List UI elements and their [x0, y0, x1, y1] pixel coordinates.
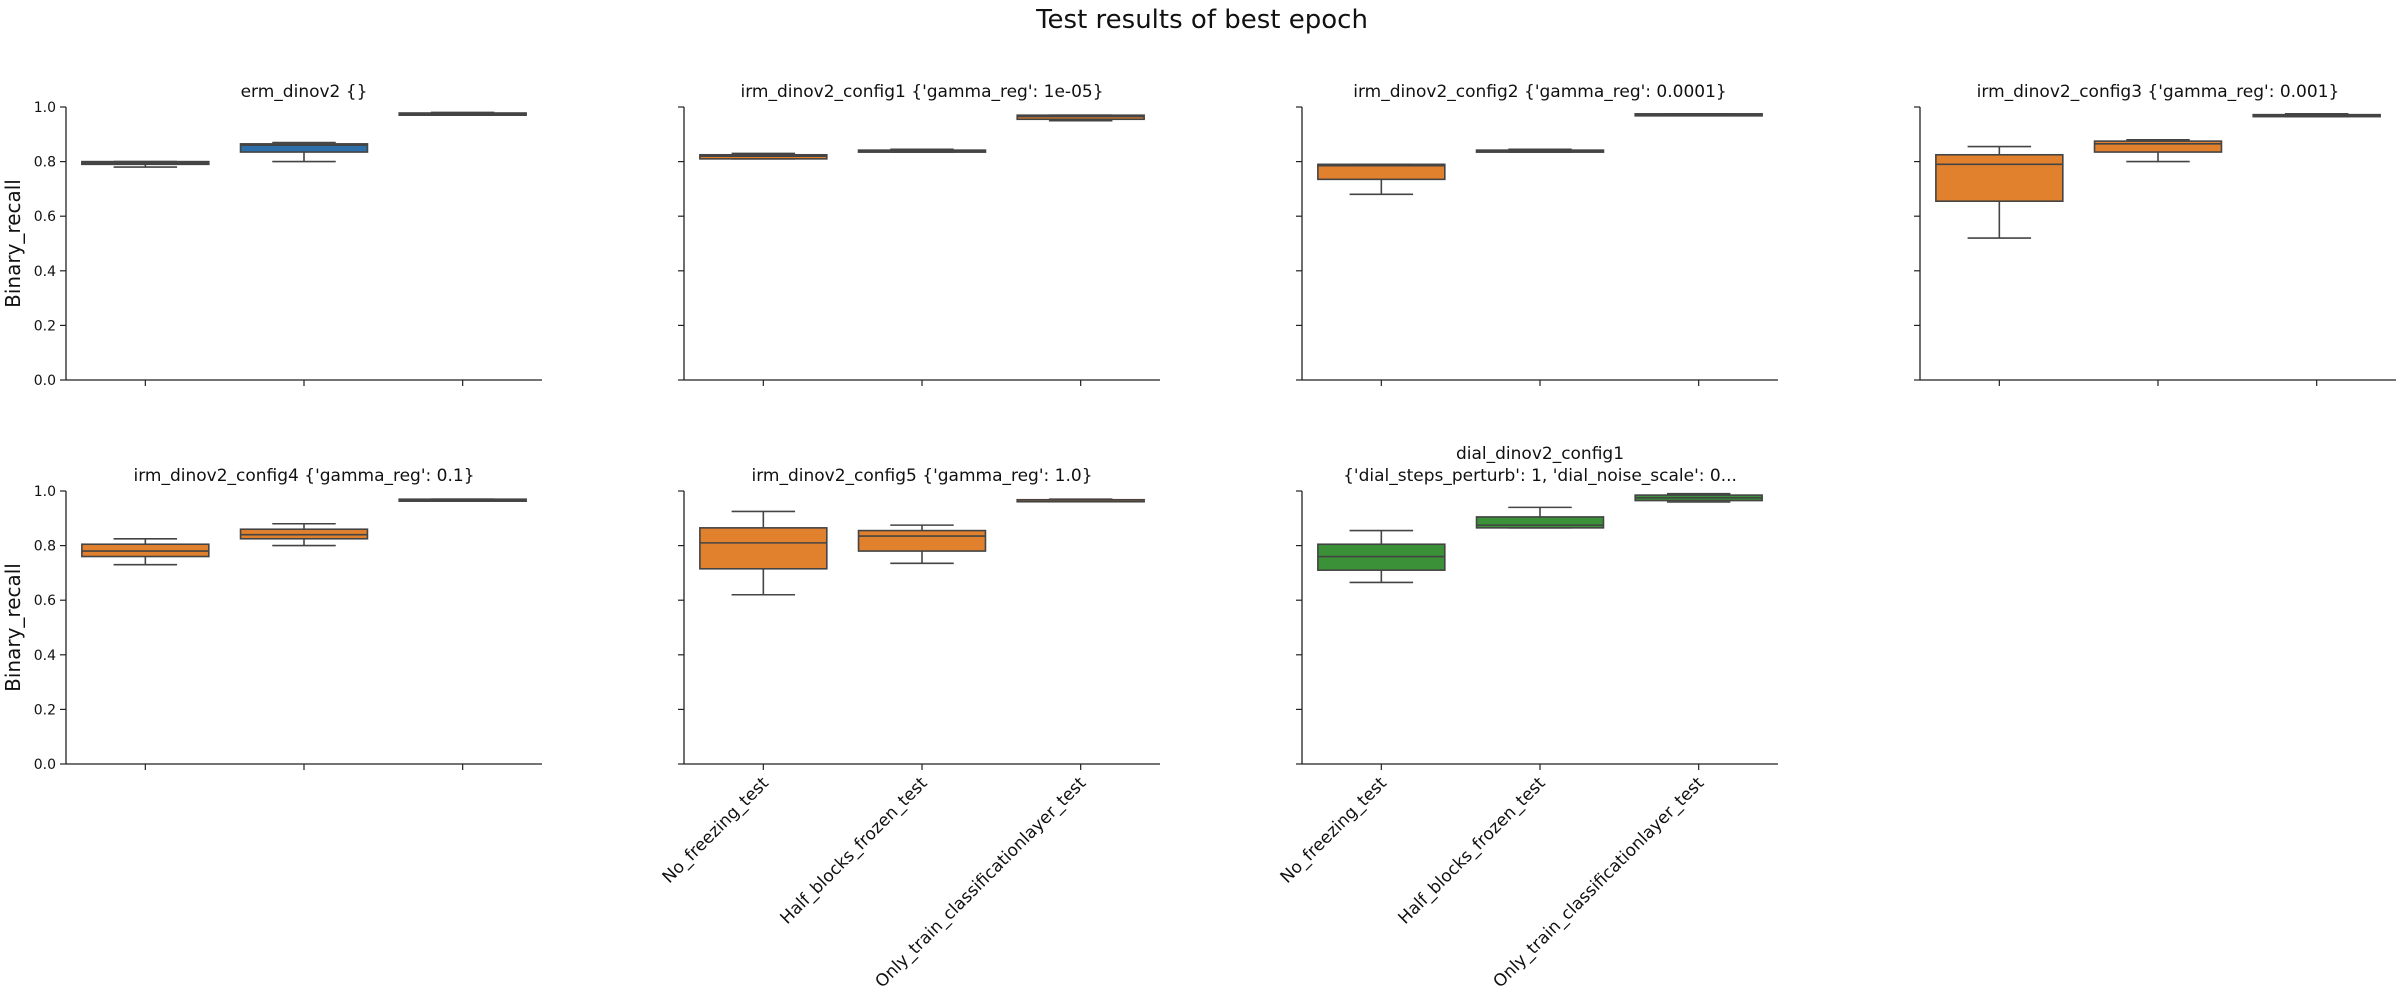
box-2: [1475, 148, 1605, 153]
y-axis-label: Binary_recall: [1, 179, 25, 308]
subplot-6: irm_dinov2_config5 {'gamma_reg': 1.0} No_…: [659, 466, 1160, 992]
iqr-box: [1935, 153, 2064, 202]
box-1: [699, 152, 828, 160]
box-2: [239, 141, 369, 163]
box-2: [857, 148, 987, 153]
subplot-3: irm_dinov2_config2 {'gamma_reg': 0.0001}: [1296, 82, 1778, 386]
iqr-box: [857, 529, 987, 552]
box-1: [81, 537, 210, 566]
iqr-box: [2093, 140, 2223, 153]
y-axis-label: Binary_recall: [1, 563, 25, 692]
subplot-7: dial_dinov2_config1{'dial_steps_perturb'…: [1277, 444, 1778, 992]
figure-title: Test results of best epoch: [1035, 5, 1368, 35]
iqr-box: [1317, 163, 1446, 181]
x-tick-label: No_freezing_test: [659, 773, 773, 887]
y-tick-label: 0.0: [34, 757, 56, 773]
box-2: [857, 524, 987, 565]
box-2: [239, 522, 369, 547]
box-1: [1935, 145, 2064, 239]
box-1: [699, 510, 828, 596]
y-tick-label: 1.0: [34, 484, 56, 500]
box-3: [2252, 113, 2381, 118]
y-tick-label: 0.8: [34, 539, 56, 555]
subplot-grid: erm_dinov2 {} Binary_recall 0.0 0.2 0.4 0.6 0.…: [1, 82, 2396, 992]
y-tick-label: 0.4: [34, 264, 56, 280]
y-tick-label: 0.4: [34, 648, 56, 664]
box-1: [1317, 529, 1446, 584]
y-tick-label: 0.6: [34, 209, 56, 225]
x-tick-label: Half_blocks_frozen_test: [777, 773, 932, 928]
y-tick-label: 0.6: [34, 593, 56, 609]
subplot-4: irm_dinov2_config3 {'gamma_reg': 0.001}: [1914, 82, 2396, 386]
y-tick-label: 0.2: [34, 318, 56, 334]
box-1: [1317, 163, 1446, 196]
y-tick-label: 0.8: [34, 155, 56, 171]
subplot-title: dial_dinov2_config1: [1456, 444, 1624, 464]
subplot-1: erm_dinov2 {} Binary_recall 0.0 0.2 0.4 0.6 0.…: [1, 82, 542, 389]
x-tick-label: Half_blocks_frozen_test: [1395, 773, 1550, 928]
y-tick-label: 0.0: [34, 373, 56, 389]
subplot-title: erm_dinov2 {}: [241, 82, 368, 102]
subplot-title: {'dial_steps_perturb': 1, 'dial_noise_sc…: [1343, 466, 1737, 486]
box-3: [1634, 492, 1763, 503]
box-2: [2093, 138, 2223, 163]
iqr-box: [1475, 516, 1605, 529]
y-tick-label: 1.0: [34, 100, 56, 116]
box-3: [398, 111, 527, 116]
subplot-title: irm_dinov2_config1 {'gamma_reg': 1e-05}: [740, 82, 1103, 102]
iqr-box: [239, 143, 369, 153]
x-tick-label: No_freezing_test: [1277, 773, 1391, 887]
subplot-5: irm_dinov2_config4 {'gamma_reg': 0.1} Bin…: [1, 466, 542, 773]
box-3: [1016, 114, 1145, 122]
subplot-title: irm_dinov2_config5 {'gamma_reg': 1.0}: [751, 466, 1092, 486]
box-3: [398, 498, 527, 502]
box-3: [1634, 113, 1763, 117]
subplot-title: irm_dinov2_config2 {'gamma_reg': 0.0001}: [1353, 82, 1727, 102]
subplot-title: irm_dinov2_config3 {'gamma_reg': 0.001}: [1977, 82, 2340, 102]
y-tick-label: 0.2: [34, 702, 56, 718]
subplot-2: irm_dinov2_config1 {'gamma_reg': 1e-05}: [678, 82, 1160, 386]
iqr-box: [699, 527, 828, 570]
box-3: [1016, 498, 1145, 503]
subplot-title: irm_dinov2_config4 {'gamma_reg': 0.1}: [133, 466, 474, 486]
box-2: [1475, 506, 1605, 529]
box-1: [81, 160, 210, 168]
